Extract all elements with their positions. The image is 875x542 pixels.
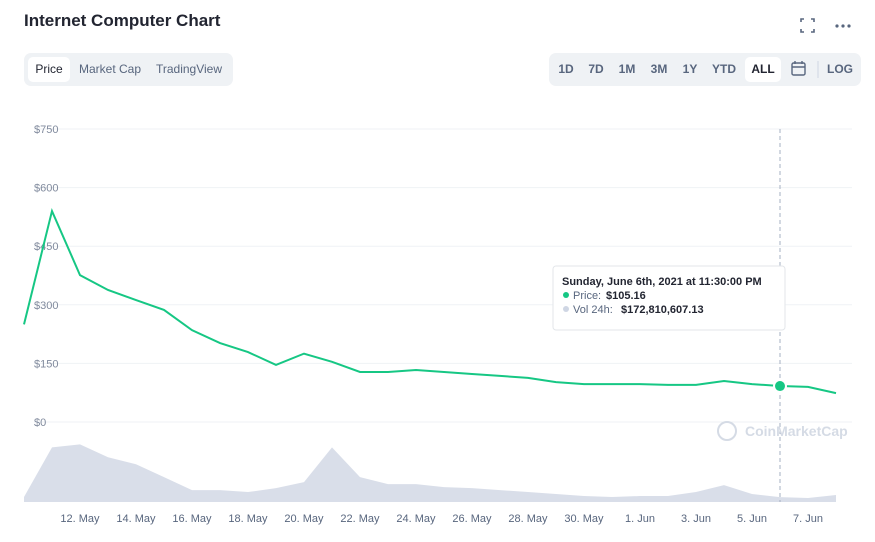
tab[interactable]: Market Cap [79, 62, 141, 76]
y-tick-label: $750 [34, 124, 58, 136]
range-group [549, 53, 861, 86]
hover-point [773, 379, 787, 394]
tab-group [24, 53, 233, 86]
y-tick-label: $300 [34, 300, 58, 312]
tooltip-value: $105.16 [606, 290, 646, 302]
range-button[interactable]: 1M [619, 62, 636, 76]
tooltip-date: Sunday, June 6th, 2021 at 11:30:00 PM [562, 276, 762, 288]
price-line [23, 207, 837, 395]
range-button[interactable]: YTD [712, 62, 736, 76]
x-tick-label: 14. May [116, 513, 156, 525]
x-tick-label: 7. Jun [793, 513, 823, 525]
y-tick-label: $600 [34, 183, 58, 195]
range-button[interactable]: ALL [751, 62, 774, 76]
x-tick-label: 28. May [508, 513, 548, 525]
x-tick-label: 18. May [228, 513, 268, 525]
more-icon[interactable] [835, 24, 851, 28]
log-button[interactable]: LOG [827, 62, 853, 76]
x-tick-label: 1. Jun [625, 513, 655, 525]
tab[interactable]: TradingView [156, 62, 222, 76]
x-tick-label: 22. May [340, 513, 380, 525]
volume-area [24, 444, 836, 502]
range-button[interactable]: 1Y [683, 62, 698, 76]
calendar-icon[interactable] [791, 61, 806, 76]
tooltip-label: Price: [573, 290, 601, 302]
fullscreen-icon[interactable] [800, 18, 815, 33]
x-tick-label: 24. May [396, 513, 436, 525]
x-tick-label: 26. May [452, 513, 492, 525]
x-tick-label: 16. May [172, 513, 212, 525]
watermark-logo [717, 421, 737, 441]
y-tick-label: $450 [34, 241, 58, 253]
range-button[interactable]: 7D [588, 62, 604, 76]
x-tick-label: 5. Jun [737, 513, 767, 525]
range-active [745, 57, 781, 82]
y-tick-label: $0 [34, 417, 46, 429]
range-button[interactable]: 3M [651, 62, 668, 76]
tooltip-value: $172,810,607.13 [621, 304, 704, 316]
tooltip-label: Vol 24h: [573, 304, 613, 316]
tooltip-dot [563, 306, 569, 312]
watermark: CoinMarketCap [745, 423, 848, 439]
x-tick-label: 20. May [284, 513, 324, 525]
y-tick-label: $150 [34, 358, 58, 370]
tooltip [552, 265, 786, 331]
range-button[interactable]: 1D [558, 62, 574, 76]
title: Internet Computer Chart [24, 11, 221, 30]
x-tick-label: 30. May [564, 513, 604, 525]
tab-active [28, 57, 70, 82]
x-tick-label: 12. May [60, 513, 100, 525]
x-tick-label: 3. Jun [681, 513, 711, 525]
tab[interactable]: Price [35, 62, 63, 76]
tooltip-dot [563, 292, 569, 298]
